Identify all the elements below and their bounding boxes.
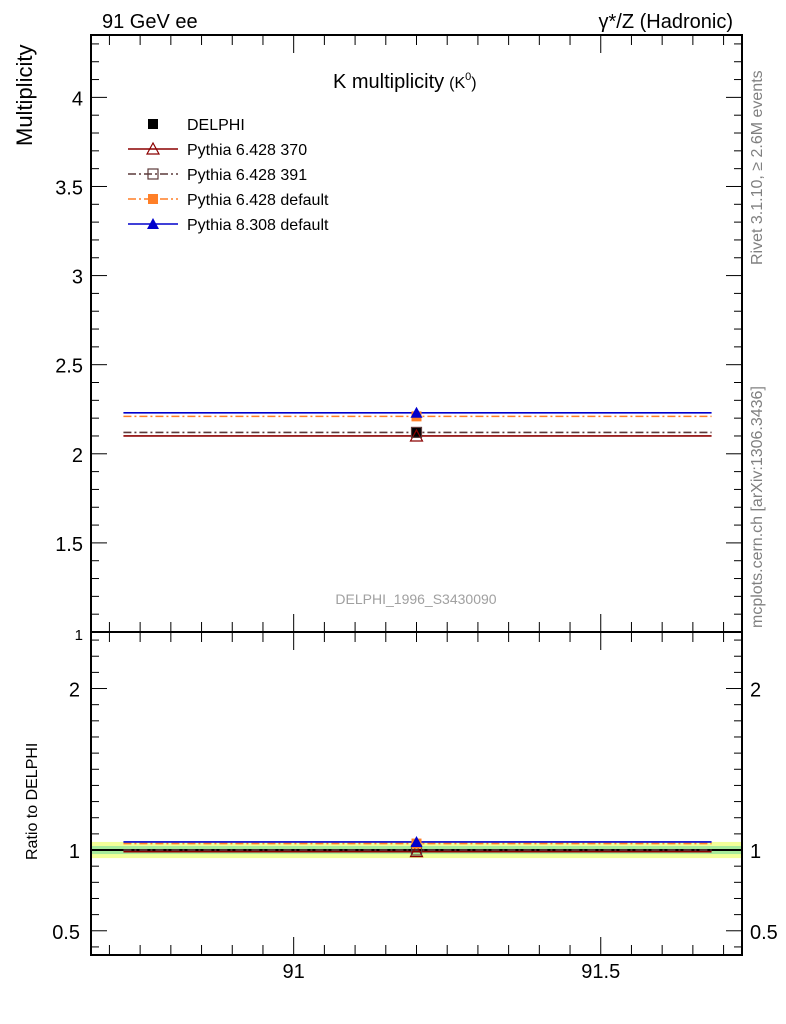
legend-marker-3 bbox=[148, 194, 158, 204]
main-ytick-label: 1 bbox=[75, 627, 83, 644]
main-ytick-label: 2 bbox=[72, 445, 83, 467]
main-ytick-label: 1.5 bbox=[55, 534, 83, 556]
legend-label-4: Pythia 8.308 default bbox=[187, 217, 329, 234]
legend-label-3: Pythia 6.428 default bbox=[187, 192, 329, 209]
ratio-frame bbox=[90, 631, 743, 956]
main-ytick-label: 2.5 bbox=[55, 356, 83, 378]
legend-label-2: Pythia 6.428 391 bbox=[187, 167, 307, 184]
energy-label: 91 GeV ee bbox=[102, 11, 198, 33]
series-marker-0 bbox=[411, 427, 422, 438]
rivet-label: Rivet 3.1.10, ≥ 2.6M events bbox=[749, 70, 766, 265]
chart-title: K multiplicity (K0) bbox=[333, 71, 477, 93]
ratio-ytick-label: 2 bbox=[69, 680, 80, 702]
xtick-label: 91 bbox=[283, 961, 305, 983]
series-marker-4 bbox=[410, 406, 423, 418]
ratio-ytick-label-right: 2 bbox=[750, 680, 761, 702]
main-ylabel: Multiplicity bbox=[12, 45, 37, 146]
axis-ticks: 1 1.5 2 2.5 3 3.5 4 0.5 0.5 1 1 2 2 91 91.5 bbox=[52, 35, 778, 983]
series-marker-1 bbox=[409, 428, 424, 442]
main-ytick-label: 4 bbox=[72, 88, 83, 110]
ratio-ylabel: Ratio to DELPHI bbox=[24, 743, 41, 860]
main-series-group bbox=[123, 406, 712, 442]
legend-label-0: DELPHI bbox=[187, 117, 245, 134]
ratio-ytick-label: 1 bbox=[69, 841, 80, 863]
legend-marker-1 bbox=[145, 141, 161, 155]
process-label: γ*/Z (Hadronic) bbox=[599, 11, 733, 33]
ratio-ytick-label: 0.5 bbox=[52, 922, 80, 944]
xtick-label: 91.5 bbox=[581, 961, 620, 983]
ratio-marker-3 bbox=[410, 835, 423, 847]
series-marker-2 bbox=[410, 426, 423, 439]
legend-label-1: Pythia 6.428 370 bbox=[187, 142, 307, 159]
ratio-marker-0 bbox=[409, 844, 424, 858]
legend: DELPHI Pythia 6.428 370 Pythia 6.428 391 Py… bbox=[128, 117, 329, 234]
legend-marker-0 bbox=[148, 119, 158, 129]
ratio-ytick-label-right: 0.5 bbox=[750, 922, 778, 944]
main-ytick-label: 3 bbox=[72, 267, 83, 289]
legend-marker-4 bbox=[147, 218, 159, 229]
legend-marker-2 bbox=[147, 168, 159, 180]
analysis-id: DELPHI_1996_S3430090 bbox=[335, 591, 496, 607]
ratio-ytick-label-right: 1 bbox=[750, 841, 761, 863]
ratio-series-group bbox=[91, 835, 742, 858]
mcplots-label: mcplots.cern.ch [arXiv:1306.3436] bbox=[749, 386, 766, 628]
main-ytick-label: 3.5 bbox=[55, 177, 83, 199]
